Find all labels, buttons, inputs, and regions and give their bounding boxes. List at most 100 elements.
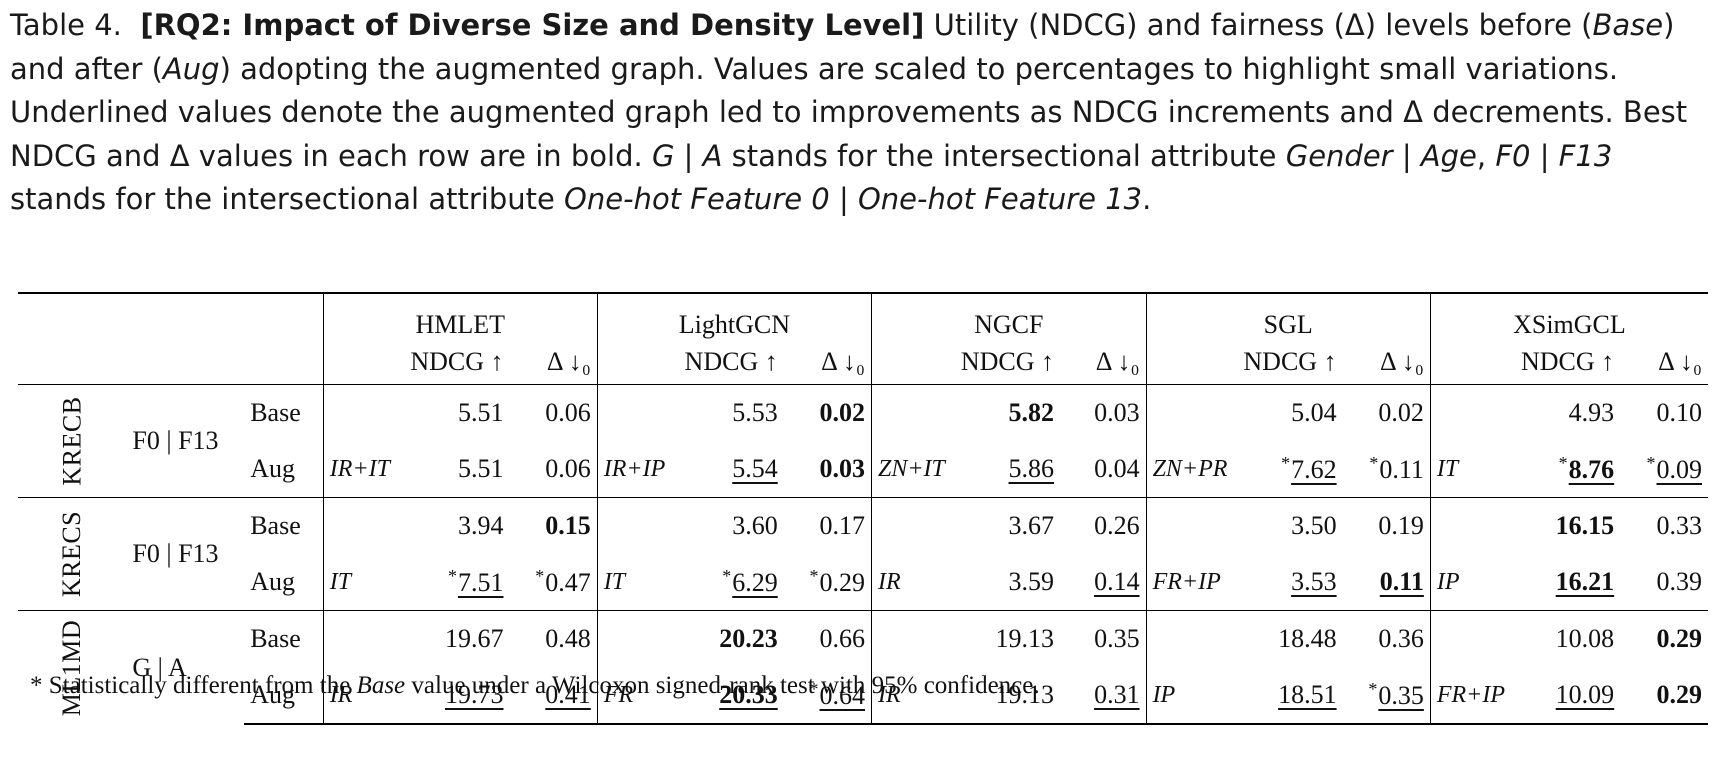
ndcg-cell: 18.51 [1233,667,1343,725]
cell-value: 10.08 [1555,624,1615,653]
caption-text: stands for the intersectional attribute [722,138,1286,173]
delta-cell: 0.39 [1620,554,1708,611]
ndcg-cell: 5.51 [400,441,509,498]
significance-star: * [1369,453,1379,473]
delta-header: Δ ↓₀ [821,347,865,376]
ndcg-cell: 19.13 [950,610,1061,667]
cell-value: 0.15 [545,511,591,540]
delta-cell: *0.29 [784,554,872,611]
dataset-label: KRECB [18,384,127,498]
cell-value: 5.54 [732,454,778,483]
cell-value: 0.31 [1094,680,1140,709]
ndcg-header: NDCG ↑ [684,347,778,376]
dataset-label: ML1MD [18,610,127,724]
cell-value: 0.03 [819,454,866,483]
delta-cell: 0.03 [784,441,872,498]
augmentation-strategy [322,610,401,667]
cell-value: 19.73 [445,680,504,709]
delta-header: Δ ↓₀ [1658,347,1702,376]
cell-value: 5.82 [1008,398,1055,427]
cell-value: 0.26 [1094,511,1140,540]
augmentation-strategy: IP [1429,554,1512,611]
cell-value: 0.06 [545,398,591,427]
header-spacer [18,340,323,385]
delta-cell: 0.29 [1620,667,1708,725]
row-label: Base [244,610,324,667]
footnote-star: * [30,672,43,699]
ndcg-cell: *6.29 [675,554,784,611]
cell-value: 0.02 [819,398,866,427]
row-label: Aug [250,454,295,483]
cell-value: 0.11 [1379,455,1424,484]
delta-cell: 0.66 [783,610,872,667]
ndcg-cell: 16.21 [1511,554,1620,611]
augmentation-strategy: IP [1145,667,1234,725]
delta-cell: 0.33 [1620,497,1708,554]
caption-bold-title: [RQ2: Impact of Diverse Size and Density… [140,8,925,42]
augmentation-strategy: IR+IT [322,441,401,498]
caption-ff-full: One-hot Feature 0 | One-hot Feature 13 [564,182,1143,216]
caption-text: Utility (NDCG) and fairness (Δ) levels b… [924,8,1593,42]
ndcg-cell: 5.51 [400,384,510,441]
delta-cell: *0.35 [1342,667,1431,725]
ndcg-cell: 3.60 [674,497,784,554]
significance-star: * [809,566,819,586]
dataset-name: KRECS [57,510,87,598]
caption-label: Table 4. [10,8,122,42]
ndcg-cell: *7.62 [1233,441,1342,498]
row-label: Aug [250,567,295,596]
footnote-base-word: Base [356,672,406,699]
delta-cell: 0.06 [509,384,598,441]
augmentation-strategy: FR [596,667,675,725]
significance-star: * [1558,453,1568,473]
significance-star: * [1646,453,1656,473]
delta-cell: 0.03 [1060,384,1147,441]
table-row: Aug IR+IT 5.51 0.06 IR+IP 5.54 0.03 ZN+IT 5.86 0.… [18,441,1708,498]
cell-value: 0.06 [545,454,591,483]
delta-cell: 0.17 [783,497,872,554]
cell-value: 19.13 [995,680,1055,709]
cell-value: 0.29 [1656,624,1703,653]
delta-cell: 0.02 [1342,384,1431,441]
ndcg-header: NDCG ↑ [410,347,504,376]
delta-cell: *0.64 [783,667,872,725]
footnote-text: value under a Wilcoxon signed-rank test … [405,672,1040,699]
cell-value: 6.29 [732,568,778,597]
attribute-label: F0 | F13 [126,497,245,611]
delta-header: Δ ↓₀ [1095,347,1140,376]
model-header: HMLET [322,292,598,340]
row-label: Base [244,497,324,554]
ndcg-cell: 5.53 [674,384,784,441]
dataset-label: KRECS [18,497,127,611]
caption-aug-word: Aug [162,51,220,86]
row-label: Aug [244,667,324,725]
cell-value: 18.51 [1278,680,1337,709]
delta-cell: 0.10 [1620,384,1708,441]
table-row: ML1MD G | A Base 19.67 0.48 20.23 0.66 19.13 0.3… [18,610,1708,724]
delta-cell: 0.02 [783,384,872,441]
table-caption: Table 4. [RQ2: Impact of Diverse Size an… [10,4,1710,222]
cell-value: 5.86 [1008,454,1055,483]
cell-value: 0.03 [1094,398,1140,427]
ndcg-cell: 3.94 [400,497,510,554]
augmentation-strategy [1145,384,1234,441]
delta-header: Δ ↓₀ [546,347,591,376]
cell-value: 0.17 [819,511,866,540]
delta-cell: 0.04 [1060,441,1146,498]
caption-text: ) adopting the augmented graph. Values a… [10,51,1688,173]
cell-value: 20.23 [719,624,778,653]
cell-value: 3.59 [1008,567,1055,596]
row-label: Base [244,384,324,441]
ndcg-cell: 3.59 [951,554,1060,611]
cell-value: 3.67 [1008,511,1055,540]
augmentation-strategy [322,497,401,554]
header-spacer [18,292,324,340]
ndcg-header: NDCG ↑ [1243,347,1337,376]
cell-value: 16.15 [1555,511,1615,540]
cell-value: 3.94 [458,511,504,540]
cell-value: 20.33 [719,680,778,709]
cell-value: 0.02 [1378,398,1424,427]
cell-value: 19.13 [995,624,1055,653]
model-header: LightGCN [596,292,872,340]
cell-value: 0.09 [1656,455,1703,484]
